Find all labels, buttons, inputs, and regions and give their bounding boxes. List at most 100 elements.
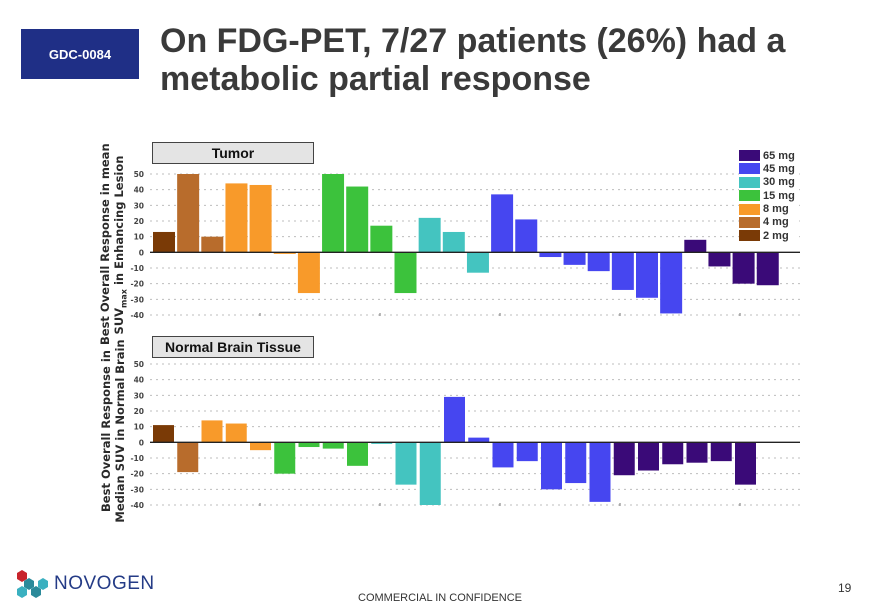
tumor-tick-label: -10 bbox=[130, 264, 144, 273]
tumor-tick-label: 50 bbox=[134, 170, 144, 179]
tumor-bar bbox=[563, 252, 586, 265]
brain-tick-label: -40 bbox=[130, 501, 144, 510]
legend-entry: 8 mg bbox=[739, 203, 799, 216]
brain-tick-label: 40 bbox=[134, 376, 144, 385]
slide-title: On FDG-PET, 7/27 patients (26%) had a me… bbox=[160, 22, 786, 98]
brain-bar bbox=[371, 442, 393, 444]
brain-tick-label: 20 bbox=[134, 407, 144, 416]
legend-entry: 15 mg bbox=[739, 189, 799, 202]
legend-swatch bbox=[739, 176, 760, 188]
tumor-bar bbox=[273, 252, 296, 254]
novogen-logo: NOVOGEN bbox=[12, 568, 155, 600]
tumor-bar bbox=[249, 184, 272, 253]
legend-label: 45 mg bbox=[763, 162, 795, 175]
legend-label: 30 mg bbox=[763, 176, 795, 189]
legend-label: 2 mg bbox=[763, 229, 789, 242]
legend-entry: 30 mg bbox=[739, 176, 799, 189]
legend-entry: 65 mg bbox=[739, 149, 799, 162]
brain-bar bbox=[274, 442, 296, 474]
tumor-bar bbox=[418, 217, 441, 253]
tumor-tick-label: -40 bbox=[130, 311, 144, 320]
brain-bar bbox=[444, 396, 465, 443]
tumor-tick-label: -30 bbox=[130, 295, 144, 304]
brain-bar bbox=[347, 442, 368, 466]
dose-legend: 65 mg 45 mg 30 mg 15 mg 8 mg 4 mg 2 mg bbox=[739, 149, 799, 242]
tumor-bar bbox=[466, 252, 489, 273]
tumor-bar bbox=[442, 231, 465, 253]
brain-bar bbox=[492, 442, 514, 468]
brain-tick-label: -10 bbox=[130, 454, 144, 463]
legend-entry: 45 mg bbox=[739, 162, 799, 175]
tumor-bar bbox=[394, 252, 417, 294]
tumor-bar bbox=[297, 252, 320, 294]
tumor-bar bbox=[177, 174, 200, 253]
novogen-logo-text: NOVOGEN bbox=[54, 573, 155, 594]
page-number: 19 bbox=[838, 581, 852, 595]
tumor-bar bbox=[201, 236, 224, 253]
novogen-logo-icon bbox=[17, 570, 48, 598]
tumor-tick-label: -20 bbox=[130, 280, 144, 289]
tumor-bar bbox=[322, 174, 345, 253]
tumor-bar bbox=[756, 252, 779, 286]
legend-entry: 4 mg bbox=[739, 216, 799, 229]
tumor-panel-title: Tumor bbox=[152, 142, 314, 164]
legend-swatch bbox=[739, 163, 760, 175]
brain-bar bbox=[662, 442, 684, 465]
brain-bar bbox=[638, 442, 659, 471]
tumor-bar bbox=[515, 219, 538, 253]
tumor-bar bbox=[732, 252, 755, 284]
tumor-bar bbox=[370, 225, 393, 253]
tumor-bar bbox=[153, 231, 175, 253]
brain-tick-label: -20 bbox=[130, 470, 144, 479]
tumor-bar bbox=[636, 252, 658, 298]
tumor-tick-label: 20 bbox=[134, 217, 144, 226]
legend-swatch bbox=[739, 216, 760, 228]
legend-swatch bbox=[739, 230, 760, 242]
brain-tick-label: 50 bbox=[134, 360, 144, 369]
tumor-bar bbox=[611, 252, 634, 290]
brain-bar bbox=[710, 442, 732, 462]
brain-bar bbox=[589, 442, 611, 502]
tumor-tick-label: 10 bbox=[134, 233, 144, 242]
brain-tick-label: 30 bbox=[134, 391, 144, 400]
tumor-bar bbox=[684, 239, 707, 253]
tumor-bar bbox=[708, 252, 731, 267]
brain-bar bbox=[298, 442, 320, 448]
brain-bar bbox=[225, 423, 247, 443]
legend-swatch bbox=[739, 203, 760, 215]
tumor-bar bbox=[225, 183, 248, 253]
brain-bar bbox=[201, 420, 223, 443]
tumor-tick-label: 40 bbox=[134, 186, 144, 195]
brain-tick-label: 0 bbox=[139, 438, 144, 447]
brain-bar bbox=[565, 442, 587, 484]
legend-label: 4 mg bbox=[763, 216, 789, 229]
tumor-bar bbox=[491, 194, 514, 253]
brain-bar bbox=[516, 442, 538, 462]
brain-bar bbox=[250, 442, 271, 451]
brain-tick-label: 10 bbox=[134, 423, 144, 432]
brain-bar bbox=[541, 442, 562, 490]
brain-bar bbox=[419, 442, 441, 505]
study-badge: GDC-0084 bbox=[21, 29, 139, 79]
legend-entry: 2 mg bbox=[739, 229, 799, 242]
legend-label: 8 mg bbox=[763, 203, 789, 216]
brain-bar bbox=[613, 442, 635, 476]
tumor-bar bbox=[539, 252, 562, 258]
brain-bar bbox=[395, 442, 417, 485]
brain-bar bbox=[153, 425, 174, 443]
tumor-tick-label: 30 bbox=[134, 201, 144, 210]
brain-bar bbox=[322, 442, 344, 449]
confidentiality-footer: COMMERCIAL IN CONFIDENCE bbox=[358, 592, 522, 604]
tumor-bar bbox=[587, 252, 610, 272]
brain-bar bbox=[177, 442, 199, 473]
tumor-tick-label: 0 bbox=[139, 248, 144, 257]
legend-swatch bbox=[739, 190, 760, 202]
brain-bar bbox=[735, 442, 756, 485]
tumor-bar bbox=[346, 186, 369, 253]
legend-label: 65 mg bbox=[763, 149, 795, 162]
brain-tick-label: -30 bbox=[130, 485, 144, 494]
legend-swatch bbox=[739, 150, 760, 161]
brain-bar bbox=[686, 442, 708, 463]
tumor-bar bbox=[660, 252, 683, 314]
